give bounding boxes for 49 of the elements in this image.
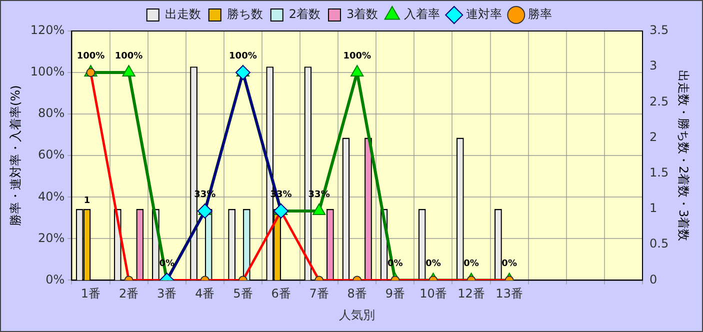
x-tick-label: 6番 [271, 286, 291, 301]
y-tick-label: 100% [30, 64, 65, 79]
y2-tick-label: 0.5 [650, 236, 669, 251]
legend-label: 連対率 [466, 7, 502, 22]
y2-axis-title: 出走数・勝ち数・2着数・3着数 [676, 70, 691, 242]
data-label: 100% [76, 51, 105, 62]
legend-label: 勝ち数 [226, 7, 263, 22]
y-tick-label: 80% [38, 106, 65, 120]
y-tick-label: 40% [38, 189, 65, 204]
x-tick-label: 5番 [233, 286, 253, 301]
x-tick-label: 4番 [195, 286, 215, 301]
y-axis-title: 勝率・連対率・入着率(%) [8, 85, 22, 226]
y2-tick-label: 3.5 [650, 23, 669, 38]
legend-label: 出走数 [164, 7, 201, 22]
y-tick-label: 0% [46, 272, 65, 286]
x-tick-label: 13番 [496, 286, 523, 301]
y2-tick-label: 2.5 [650, 94, 669, 108]
legend-label: 2着数 [288, 7, 321, 22]
y-tick-label: 20% [38, 230, 65, 245]
legend-label: 勝率 [528, 7, 552, 22]
x-tick-label: 2番 [118, 286, 139, 301]
y-tick-label: 60% [38, 148, 65, 162]
data-label: 100% [114, 51, 143, 62]
y-tick-label: 120% [30, 23, 65, 38]
y2-tick-label: 0 [650, 272, 658, 286]
data-label: 1 [84, 196, 90, 206]
data-label: 0% [502, 259, 517, 270]
point [350, 65, 364, 77]
x-axis-title: 人気別 [339, 308, 376, 322]
point [235, 65, 250, 80]
point [122, 65, 136, 77]
x-tick-label: 3番 [157, 286, 177, 301]
y2-tick-label: 2 [650, 130, 658, 144]
data-label: 100% [229, 51, 257, 62]
legend-label: 入着率 [404, 7, 440, 22]
x-tick-label: 12番 [458, 286, 485, 301]
x-tick-label: 10番 [420, 286, 447, 301]
x-tick-label: 9番 [385, 286, 405, 301]
x-tick-label: 1番 [80, 286, 101, 301]
data-label: 0% [426, 259, 441, 270]
point [312, 204, 326, 216]
x-tick-label: 8番 [347, 286, 367, 301]
data-label: 100% [343, 51, 372, 62]
legend-label: 3着数 [346, 7, 378, 22]
y2-tick-label: 1.5 [650, 166, 669, 180]
x-tick-label: 7番 [309, 286, 329, 301]
y2-tick-label: 1 [650, 201, 658, 216]
y2-tick-label: 3 [650, 58, 658, 73]
data-label: 0% [464, 259, 479, 270]
